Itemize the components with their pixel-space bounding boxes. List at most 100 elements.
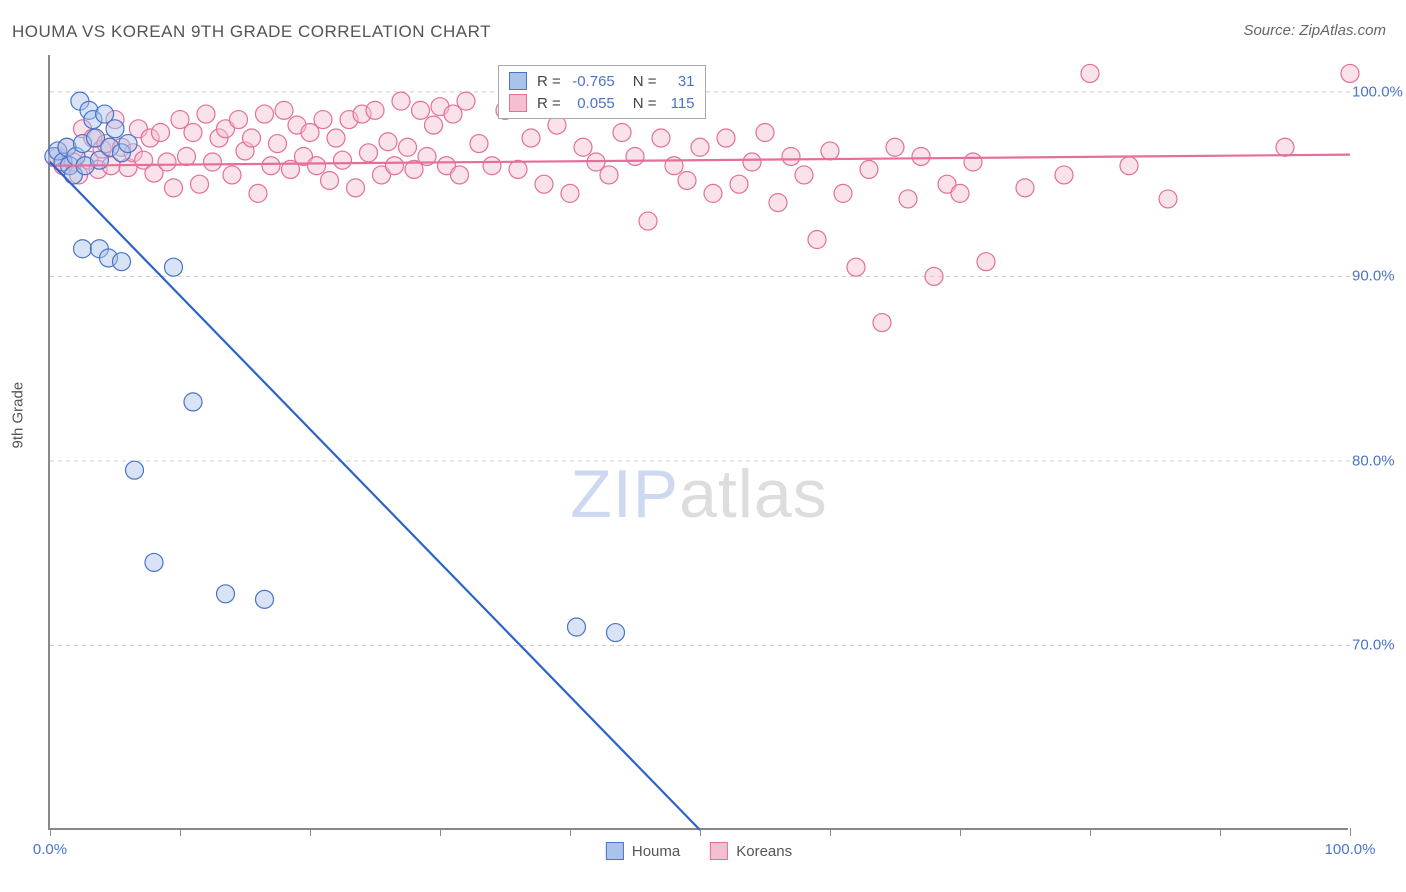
swatch-houma [509,72,527,90]
x-tick-label: 0.0% [33,841,67,858]
data-point [951,184,969,202]
data-point [249,184,267,202]
plot-area: ZIPatlas R = -0.765 N = 31 R = 0.055 N =… [48,55,1348,830]
y-tick-label: 70.0% [1352,637,1404,654]
data-point [470,135,488,153]
y-tick-label: 100.0% [1352,83,1404,100]
data-point [652,129,670,147]
data-point [184,124,202,142]
legend-label-houma: Houma [632,843,680,860]
data-point [158,153,176,171]
data-point [483,157,501,175]
data-point [678,171,696,189]
data-point [1159,190,1177,208]
data-point [119,135,137,153]
x-tick [1350,828,1351,836]
data-point [74,240,92,258]
data-point [262,157,280,175]
data-point [399,138,417,156]
data-point [204,153,222,171]
data-point [886,138,904,156]
y-axis-label: 9th Grade [10,382,27,449]
r-label: R = [537,95,561,112]
data-point [165,258,183,276]
koreans-r-value: 0.055 [567,95,615,112]
r-label: R = [537,73,561,90]
houma-n-value: 31 [663,73,695,90]
swatch-houma-bottom [606,842,624,860]
data-point [327,129,345,147]
data-point [535,175,553,193]
data-point [691,138,709,156]
data-point [106,120,124,138]
data-point [256,590,274,608]
source-attribution: Source: ZipAtlas.com [1243,22,1386,39]
x-tick [310,828,311,836]
data-point [860,160,878,178]
data-point [509,160,527,178]
x-tick [570,828,571,836]
data-point [223,166,241,184]
data-point [607,624,625,642]
data-point [230,111,248,129]
swatch-koreans-bottom [710,842,728,860]
data-point [730,175,748,193]
x-tick [700,828,701,836]
data-point [451,166,469,184]
data-point [756,124,774,142]
x-tick [960,828,961,836]
data-point [600,166,618,184]
data-point [574,138,592,156]
data-point [912,147,930,165]
x-tick [830,828,831,836]
data-point [925,267,943,285]
n-label: N = [633,73,657,90]
data-point [243,129,261,147]
x-tick-label: 100.0% [1325,841,1376,858]
y-tick-label: 80.0% [1352,452,1404,469]
data-point [1341,64,1359,82]
data-point [704,184,722,202]
data-point [145,553,163,571]
data-point [626,147,644,165]
data-point [568,618,586,636]
data-point [795,166,813,184]
legend-item-houma: Houma [606,842,680,860]
y-tick-label: 90.0% [1352,268,1404,285]
swatch-koreans [509,94,527,112]
data-point [197,105,215,123]
data-point [321,171,339,189]
data-point [457,92,475,110]
data-point [769,194,787,212]
plot-svg [50,55,1348,828]
n-label: N = [633,95,657,112]
legend-row-koreans: R = 0.055 N = 115 [509,92,695,114]
data-point [1276,138,1294,156]
correlation-legend: R = -0.765 N = 31 R = 0.055 N = 115 [498,65,706,119]
legend-item-koreans: Koreans [710,842,792,860]
data-point [152,124,170,142]
data-point [425,116,443,134]
legend-bottom: Houma Koreans [606,842,792,860]
data-point [412,101,430,119]
data-point [308,157,326,175]
data-point [184,393,202,411]
data-point [165,179,183,197]
data-point [366,101,384,119]
data-point [256,105,274,123]
data-point [379,133,397,151]
trend-line [50,162,700,830]
data-point [743,153,761,171]
data-point [977,253,995,271]
data-point [834,184,852,202]
data-point [269,135,287,153]
data-point [113,253,131,271]
legend-label-koreans: Koreans [736,843,792,860]
data-point [964,153,982,171]
data-point [639,212,657,230]
x-tick [180,828,181,836]
chart-container: HOUMA VS KOREAN 9TH GRADE CORRELATION CH… [0,0,1406,892]
data-point [1120,157,1138,175]
x-tick [50,828,51,836]
data-point [717,129,735,147]
